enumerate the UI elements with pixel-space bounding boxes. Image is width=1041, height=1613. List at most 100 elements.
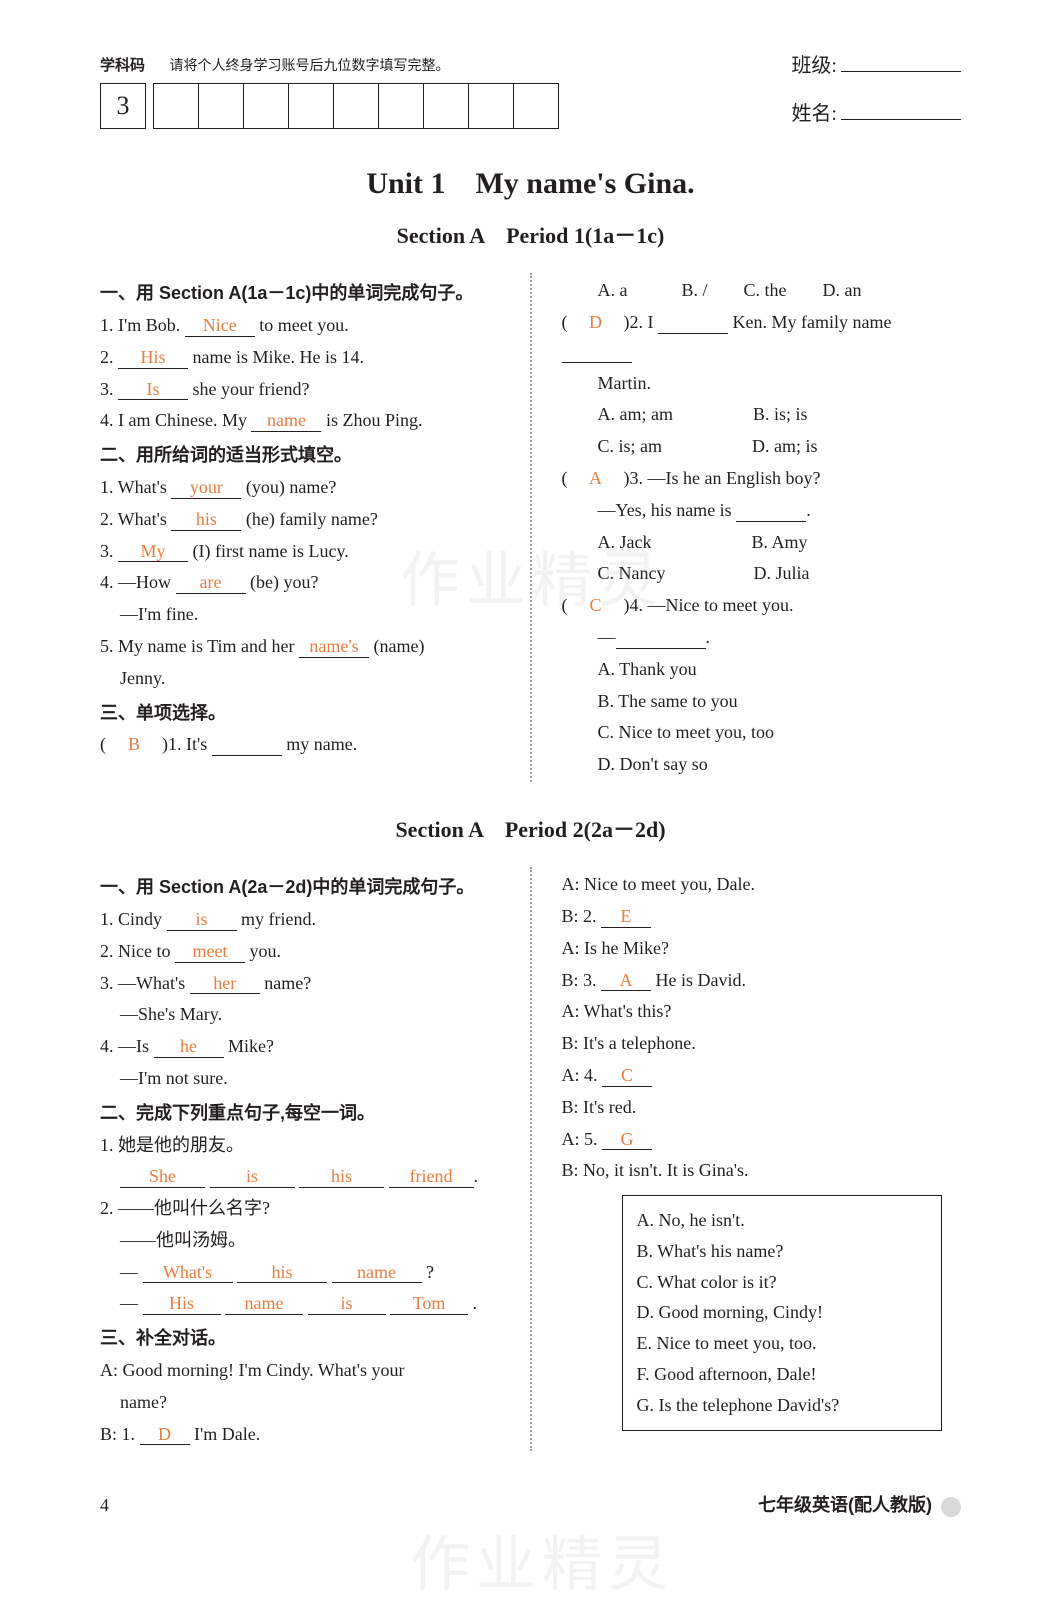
digit-box[interactable]	[378, 83, 424, 129]
blank: C	[602, 1066, 652, 1087]
t: D. Julia	[753, 563, 809, 583]
blank: Tom	[390, 1294, 468, 1315]
h1: 一、用 Section A(1a－1c)中的单词完成句子。	[100, 279, 500, 308]
opt: B. What's his name?	[637, 1237, 927, 1266]
blank: .	[562, 342, 632, 363]
blank: What's	[143, 1263, 233, 1284]
h2: 二、完成下列重点句子,每空一词。	[100, 1099, 500, 1128]
blank: meet	[175, 942, 245, 963]
class-label: 班级:	[791, 55, 837, 77]
blank: is	[308, 1294, 386, 1315]
t: 3. —What's	[100, 973, 190, 993]
q: 3. My (I) first name is Lucy.	[100, 537, 500, 566]
t: He is David.	[651, 970, 746, 990]
blank: E	[601, 907, 651, 928]
t: 4. I am Chinese. My	[100, 410, 251, 430]
digit-box[interactable]	[153, 83, 199, 129]
opts: C. NancyD. Julia	[562, 559, 962, 588]
digit-box[interactable]	[288, 83, 334, 129]
opt: F. Good afternoon, Dale!	[637, 1360, 927, 1389]
digit-box[interactable]	[198, 83, 244, 129]
q: B: It's a telephone.	[562, 1029, 962, 1058]
t: .	[468, 1293, 477, 1313]
q: 1. What's your (you) name?	[100, 473, 500, 502]
q: 4. I am Chinese. My name is Zhou Ping.	[100, 406, 500, 435]
t: .	[474, 1166, 479, 1186]
q: A: Nice to meet you, Dale.	[562, 870, 962, 899]
code-instruction: 请将个人终身学习账号后九位数字填写完整。	[170, 59, 450, 74]
digit-box[interactable]	[333, 83, 379, 129]
digit-box[interactable]	[423, 83, 469, 129]
t: 1. I'm Bob.	[100, 315, 185, 335]
opt: B. The same to you	[562, 687, 962, 716]
q: B: 2. E	[562, 902, 962, 931]
t: D. am; is	[752, 436, 818, 456]
column-divider	[530, 273, 532, 782]
t: )4. —Nice to meet you.	[624, 595, 794, 615]
blank: His	[118, 348, 188, 369]
book-title: 七年级英语(配人教版)	[758, 1491, 961, 1520]
left-column-2: 一、用 Section A(2a－2d)中的单词完成句子。 1. Cindy i…	[100, 867, 500, 1451]
opts: A. a B. / C. the D. an	[562, 276, 962, 305]
blank: his	[237, 1263, 327, 1284]
t: (I) first name is Lucy.	[188, 541, 349, 561]
q: Martin.	[562, 369, 962, 398]
class-name-block: 班级: 姓名:	[791, 50, 961, 130]
t: (be) you?	[246, 572, 319, 592]
t: .	[806, 500, 811, 520]
t: B. Amy	[751, 532, 807, 552]
h2: 二、用所给词的适当形式填空。	[100, 441, 500, 470]
blank: My	[118, 542, 188, 563]
t: .	[706, 627, 711, 647]
q: 4. —How are (be) you?	[100, 568, 500, 597]
opt: C. What color is it?	[637, 1268, 927, 1297]
code-label: 学科码	[100, 58, 145, 74]
q: 2. ——他叫什么名字?	[100, 1194, 500, 1223]
q: 3. —What's her name?	[100, 969, 500, 998]
t: A. Jack	[598, 532, 652, 552]
q: 4. —Is he Mike?	[100, 1032, 500, 1061]
footer: 4 七年级英语(配人教版)	[100, 1491, 961, 1520]
q: ——他叫汤姆。	[100, 1226, 500, 1255]
blank: your	[171, 478, 241, 499]
digit-box[interactable]	[243, 83, 289, 129]
q: 1. 她是他的朋友。	[100, 1131, 500, 1160]
digit-box[interactable]	[468, 83, 514, 129]
name-line[interactable]	[841, 119, 961, 120]
q: B: No, it isn't. It is Gina's.	[562, 1156, 962, 1185]
q: 2. His name is Mike. He is 14.	[100, 343, 500, 372]
q: —She's Mary.	[100, 1000, 500, 1029]
blank: name's	[299, 637, 369, 658]
t: A. am; am	[598, 404, 673, 424]
t: Ken. My family name	[728, 312, 891, 332]
blank: are	[176, 573, 246, 594]
blank: She	[120, 1167, 205, 1188]
q: —I'm fine.	[100, 600, 500, 629]
right-column-1: A. a B. / C. the D. an ( D )2. I . Ken. …	[562, 273, 962, 782]
blank: His	[143, 1294, 221, 1315]
blank: .	[736, 501, 806, 522]
blank: is	[210, 1167, 295, 1188]
page-number: 4	[100, 1491, 109, 1520]
t: 2. Nice to	[100, 941, 175, 961]
t: 1. What's	[100, 477, 171, 497]
blank: friend	[389, 1167, 474, 1188]
ans: A	[586, 464, 606, 493]
q: A: What's this?	[562, 997, 962, 1026]
t: name?	[260, 973, 311, 993]
t: B: 1.	[100, 1424, 140, 1444]
blank: name	[332, 1263, 422, 1284]
ans: C	[586, 591, 606, 620]
t: 5. My name is Tim and her	[100, 636, 299, 656]
t: )2. I	[624, 312, 659, 332]
header-left: 学科码 请将个人终身学习账号后九位数字填写完整。 3	[100, 50, 559, 129]
h3: 三、单项选择。	[100, 699, 500, 728]
t: 1. Cindy	[100, 909, 167, 929]
ans: B	[124, 730, 144, 759]
t: A: 5.	[562, 1129, 603, 1149]
unit-title: Unit 1 My name's Gina.	[100, 160, 961, 208]
blank: her	[190, 974, 260, 995]
digit-box[interactable]	[513, 83, 559, 129]
q: B: 3. A He is David.	[562, 966, 962, 995]
class-line[interactable]	[841, 71, 961, 72]
